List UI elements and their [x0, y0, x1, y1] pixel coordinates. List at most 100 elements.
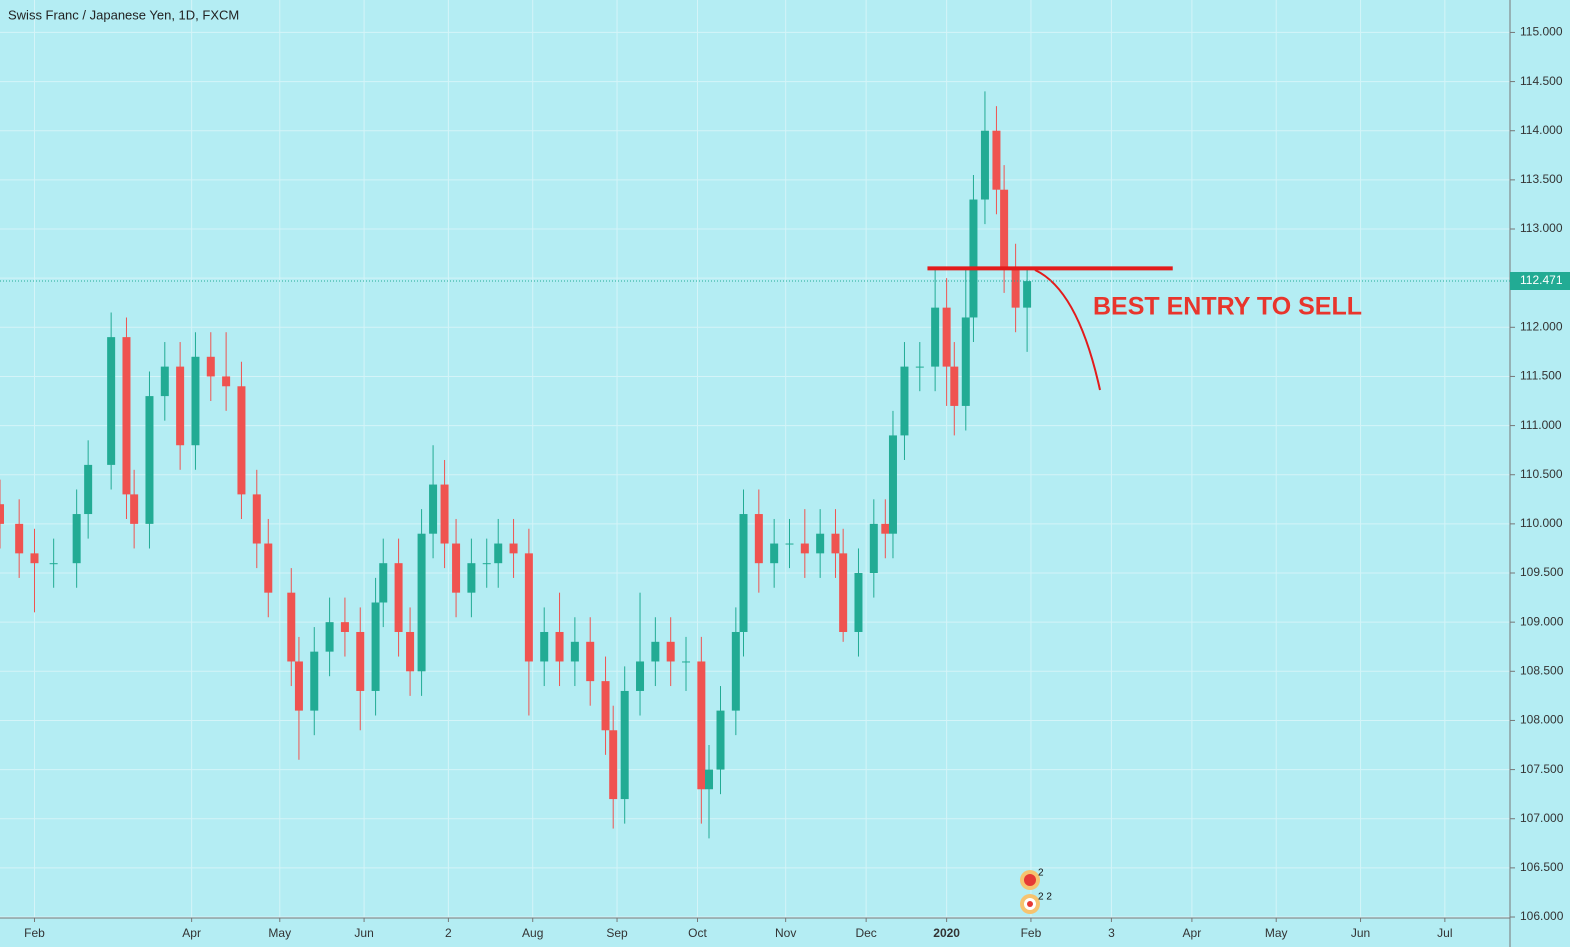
candle-body	[586, 641, 595, 682]
candle-body	[785, 543, 794, 545]
candle-body	[854, 573, 863, 632]
x-tick-label: Jun	[354, 926, 373, 940]
candle-body	[467, 563, 476, 593]
candle-body	[72, 514, 81, 564]
candle-body	[1000, 189, 1009, 269]
candle-body	[570, 641, 579, 662]
candle-body	[900, 366, 909, 436]
candle-body	[130, 494, 139, 524]
x-tick-label: Nov	[775, 926, 796, 940]
x-tick-label: 3	[1108, 926, 1115, 940]
candle-body	[356, 631, 365, 691]
x-tick-label: Jun	[1351, 926, 1370, 940]
candle-body	[816, 533, 825, 554]
y-tick-label: 106.500	[1520, 860, 1564, 874]
candle-body	[1011, 268, 1020, 308]
candle-body	[682, 661, 691, 663]
candle-body	[222, 376, 231, 387]
y-tick-label: 111.000	[1520, 418, 1562, 432]
y-tick-label: 108.000	[1520, 713, 1564, 727]
y-tick-label: 112.000	[1520, 319, 1563, 333]
candle-body	[482, 563, 491, 565]
x-tick-label: Aug	[522, 926, 543, 940]
candle-body	[601, 681, 610, 731]
x-tick-label: 2020	[933, 926, 960, 940]
candle-body	[84, 464, 93, 515]
y-tick-label: 115.000	[1520, 25, 1563, 39]
candle-body	[697, 661, 706, 790]
candle-body	[869, 523, 878, 574]
candle-body	[429, 484, 438, 534]
candle-body	[636, 661, 645, 691]
candle-body	[176, 366, 185, 446]
x-tick-label: 2	[445, 926, 452, 940]
y-tick-label: 113.000	[1520, 221, 1563, 235]
grid	[0, 0, 1510, 918]
candle-body	[294, 661, 303, 711]
y-tick-label: 108.500	[1520, 663, 1564, 677]
y-tick-label: 107.000	[1520, 811, 1564, 825]
candle-body	[237, 386, 246, 495]
badge-icon[interactable]	[1024, 874, 1036, 886]
candle-body	[0, 504, 4, 524]
candle-body	[145, 396, 154, 524]
badge-count[interactable]: 2 2	[1038, 892, 1052, 903]
candle-body	[452, 543, 461, 593]
candle-body	[371, 602, 380, 691]
candle-body	[888, 435, 897, 534]
candle-body	[915, 366, 924, 368]
y-tick-label: 114.000	[1520, 123, 1563, 137]
candle-body	[770, 543, 779, 564]
candle-body	[969, 199, 978, 318]
candle-body	[30, 553, 39, 564]
x-tick-label: Jul	[1437, 926, 1452, 940]
y-tick-label: 113.500	[1520, 172, 1563, 186]
candle-body	[831, 533, 840, 554]
candle-body	[620, 690, 629, 800]
projection-curve	[1034, 269, 1101, 391]
candle-body	[107, 337, 116, 465]
candle-body	[15, 523, 24, 554]
x-tick-label: Apr	[182, 926, 201, 940]
candle-body	[705, 769, 714, 790]
candle-body	[666, 641, 675, 662]
last-price-tag	[1510, 272, 1570, 291]
candle-body	[1023, 281, 1032, 308]
event-badges[interactable]: 2 2 2	[1020, 868, 1052, 914]
candle-body	[800, 543, 809, 554]
candle-body	[731, 631, 740, 711]
candle-body	[609, 730, 618, 800]
y-tick-label: 110.500	[1520, 467, 1563, 481]
candle-body	[950, 366, 959, 406]
candle-body	[340, 622, 349, 632]
candle-body	[310, 651, 319, 711]
candle-body	[980, 130, 989, 200]
x-tick-label: Apr	[1183, 926, 1202, 940]
badge-count[interactable]: 2	[1038, 868, 1044, 879]
candle-body	[942, 307, 951, 367]
candle-body	[754, 514, 763, 564]
candle-body	[651, 641, 660, 662]
candle-body	[440, 484, 449, 544]
candle-body	[252, 494, 261, 544]
y-tick-label: 111.500	[1520, 369, 1562, 383]
y-tick-label: 109.500	[1520, 565, 1564, 579]
candle-body	[417, 533, 426, 672]
candle-body	[555, 631, 564, 662]
x-tick-label: Sep	[606, 926, 628, 940]
x-tick-label: May	[1265, 926, 1288, 940]
y-tick-label: 106.000	[1520, 909, 1564, 923]
badge-icon[interactable]	[1027, 901, 1033, 907]
candle-body	[122, 337, 131, 495]
candle-body	[379, 563, 388, 603]
x-tick-label: Feb	[1021, 926, 1042, 940]
candle-body	[931, 307, 940, 367]
y-tick-label: 107.500	[1520, 762, 1564, 776]
x-tick-label: Oct	[688, 926, 707, 940]
candle-body	[739, 514, 748, 632]
candle-body	[992, 130, 1001, 190]
x-tick-label: Feb	[24, 926, 45, 940]
